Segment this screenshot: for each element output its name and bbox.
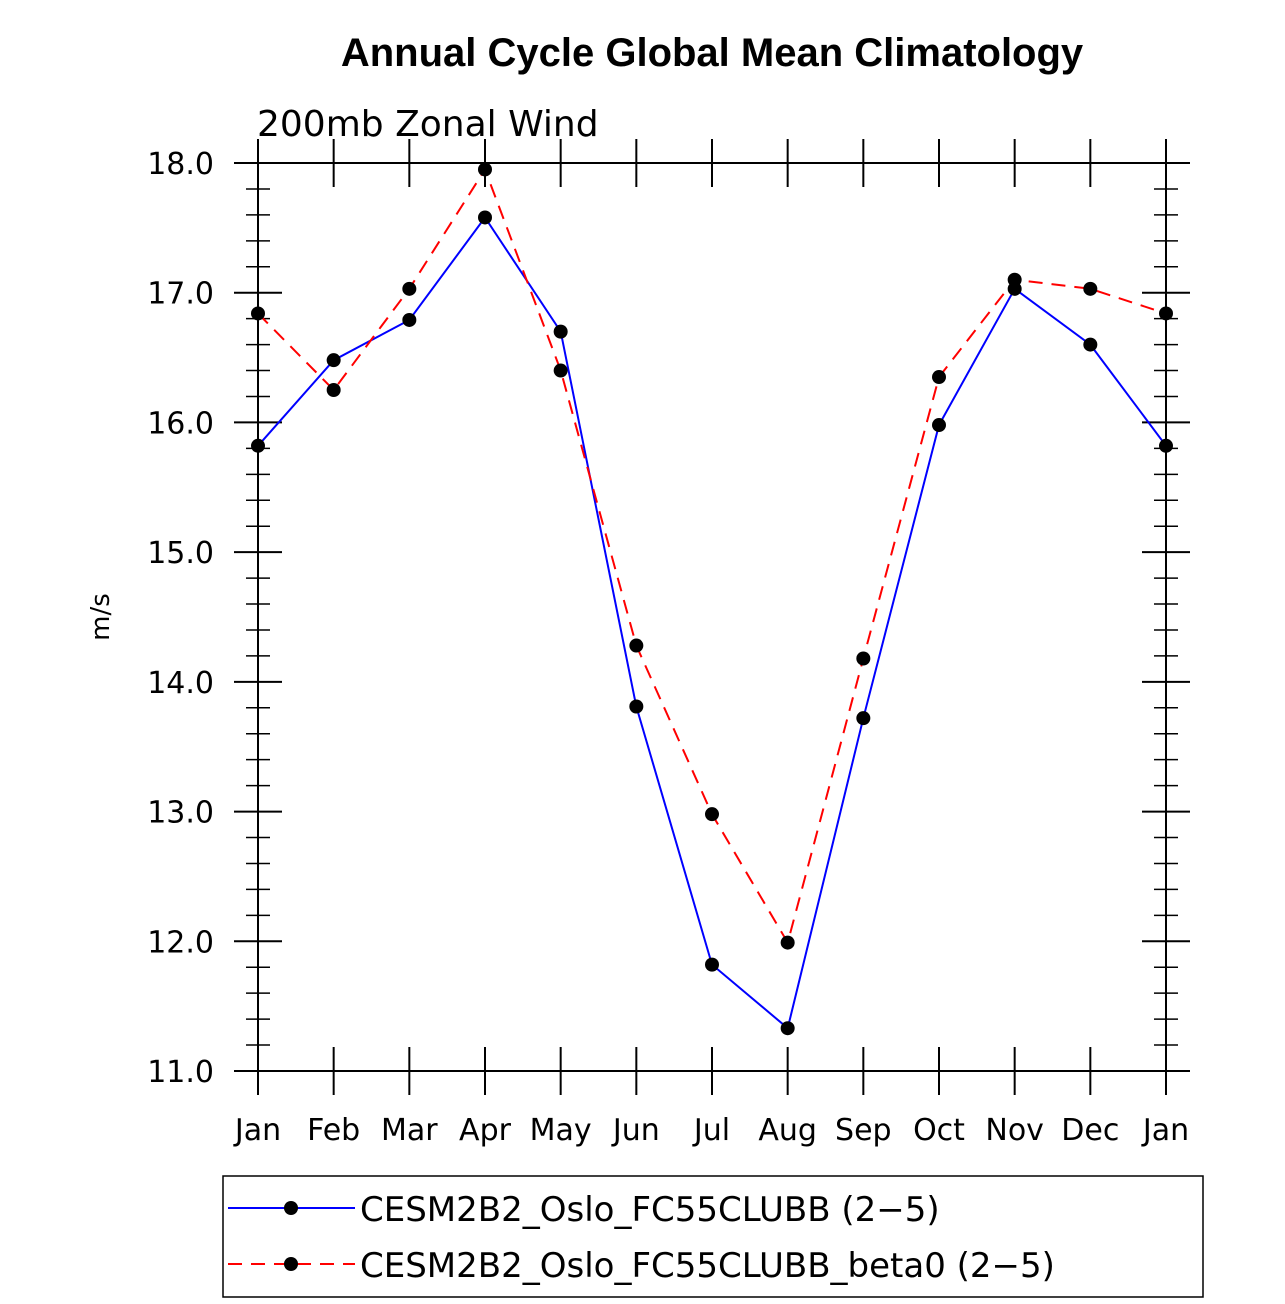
data-point-series-1: [478, 210, 492, 225]
series-lines: [257, 167, 1167, 1031]
legend-label-series-1: CESM2B2_Oslo_FC55CLUBB (2−5): [360, 1190, 940, 1230]
series-markers: [251, 162, 1173, 1036]
x-tick-label: Aug: [758, 1113, 817, 1148]
data-point-series-1: [326, 353, 341, 368]
legend: CESM2B2_Oslo_FC55CLUBB (2−5) CESM2B2_Osl…: [222, 1175, 1204, 1298]
data-point-series-2: [705, 807, 719, 822]
data-point-series-2: [402, 281, 417, 296]
y-tick-label: 14.0: [147, 666, 214, 701]
data-point-series-1: [402, 312, 417, 327]
x-tick-label: Jan: [1141, 1113, 1189, 1148]
data-point-series-2: [932, 370, 946, 385]
x-tick-label: Sep: [835, 1113, 892, 1148]
legend-marker-series-2: [284, 1257, 298, 1271]
y-tick-label: 16.0: [147, 406, 214, 441]
x-tick-label: Jan: [233, 1113, 281, 1148]
chart-title: Annual Cycle Global Mean Climatology: [341, 31, 1084, 75]
data-point-series-1: [1083, 337, 1098, 352]
data-point-series-1: [780, 1021, 795, 1036]
data-point-series-1: [553, 324, 568, 339]
data-point-series-2: [629, 638, 644, 653]
x-tick-label: Dec: [1061, 1113, 1119, 1148]
data-point-series-1: [251, 438, 265, 453]
data-point-series-2: [780, 935, 795, 950]
y-tick-labels: 11.0 12.0 13.0 14.0 15.0 16.0 17.0 18.0: [147, 147, 214, 1090]
y-axis-label: m/s: [86, 593, 116, 641]
series-line-2: [257, 167, 1167, 946]
data-point-series-1: [856, 711, 871, 726]
data-point-series-2: [251, 306, 265, 321]
chart-subtitle: 200mb Zonal Wind: [257, 104, 599, 145]
x-tick-label: Jul: [692, 1113, 730, 1148]
x-tick-label: May: [530, 1113, 592, 1148]
legend-marker-series-1: [284, 1201, 298, 1215]
x-tick-label: Apr: [459, 1113, 512, 1148]
x-tick-label: Nov: [985, 1113, 1044, 1148]
data-point-series-1: [705, 957, 719, 972]
series-line-1: [257, 215, 1167, 1031]
data-point-series-2: [1083, 281, 1098, 296]
data-point-series-2: [478, 162, 492, 177]
y-tick-label: 18.0: [147, 147, 214, 182]
data-point-series-2: [326, 383, 341, 397]
data-point-series-1: [629, 699, 644, 714]
data-point-series-2: [1007, 272, 1022, 287]
legend-box: [222, 1175, 1204, 1298]
axis-ticks: [234, 139, 1190, 1095]
y-tick-label: 17.0: [147, 277, 214, 312]
data-point-series-2: [1159, 306, 1173, 321]
legend-label-series-2: CESM2B2_Oslo_FC55CLUBB_beta0 (2−5): [360, 1246, 1055, 1286]
data-point-series-1: [1159, 438, 1173, 453]
y-tick-label: 11.0: [147, 1055, 214, 1090]
x-tick-labels: Jan Feb Mar Apr May Jun Jul Aug Sep Oct Nov Dec Jan: [233, 1113, 1189, 1148]
x-tick-label: Mar: [381, 1113, 438, 1148]
y-tick-label: 13.0: [147, 796, 214, 831]
x-tick-label: Jun: [611, 1113, 660, 1148]
y-tick-label: 12.0: [147, 925, 214, 960]
x-tick-label: Feb: [307, 1113, 360, 1148]
data-point-series-2: [553, 363, 568, 378]
x-tick-label: Oct: [913, 1113, 965, 1148]
data-point-series-2: [856, 651, 871, 666]
y-tick-label: 15.0: [147, 536, 214, 571]
plot-frame: [257, 162, 1167, 1072]
data-point-series-1: [932, 418, 946, 433]
